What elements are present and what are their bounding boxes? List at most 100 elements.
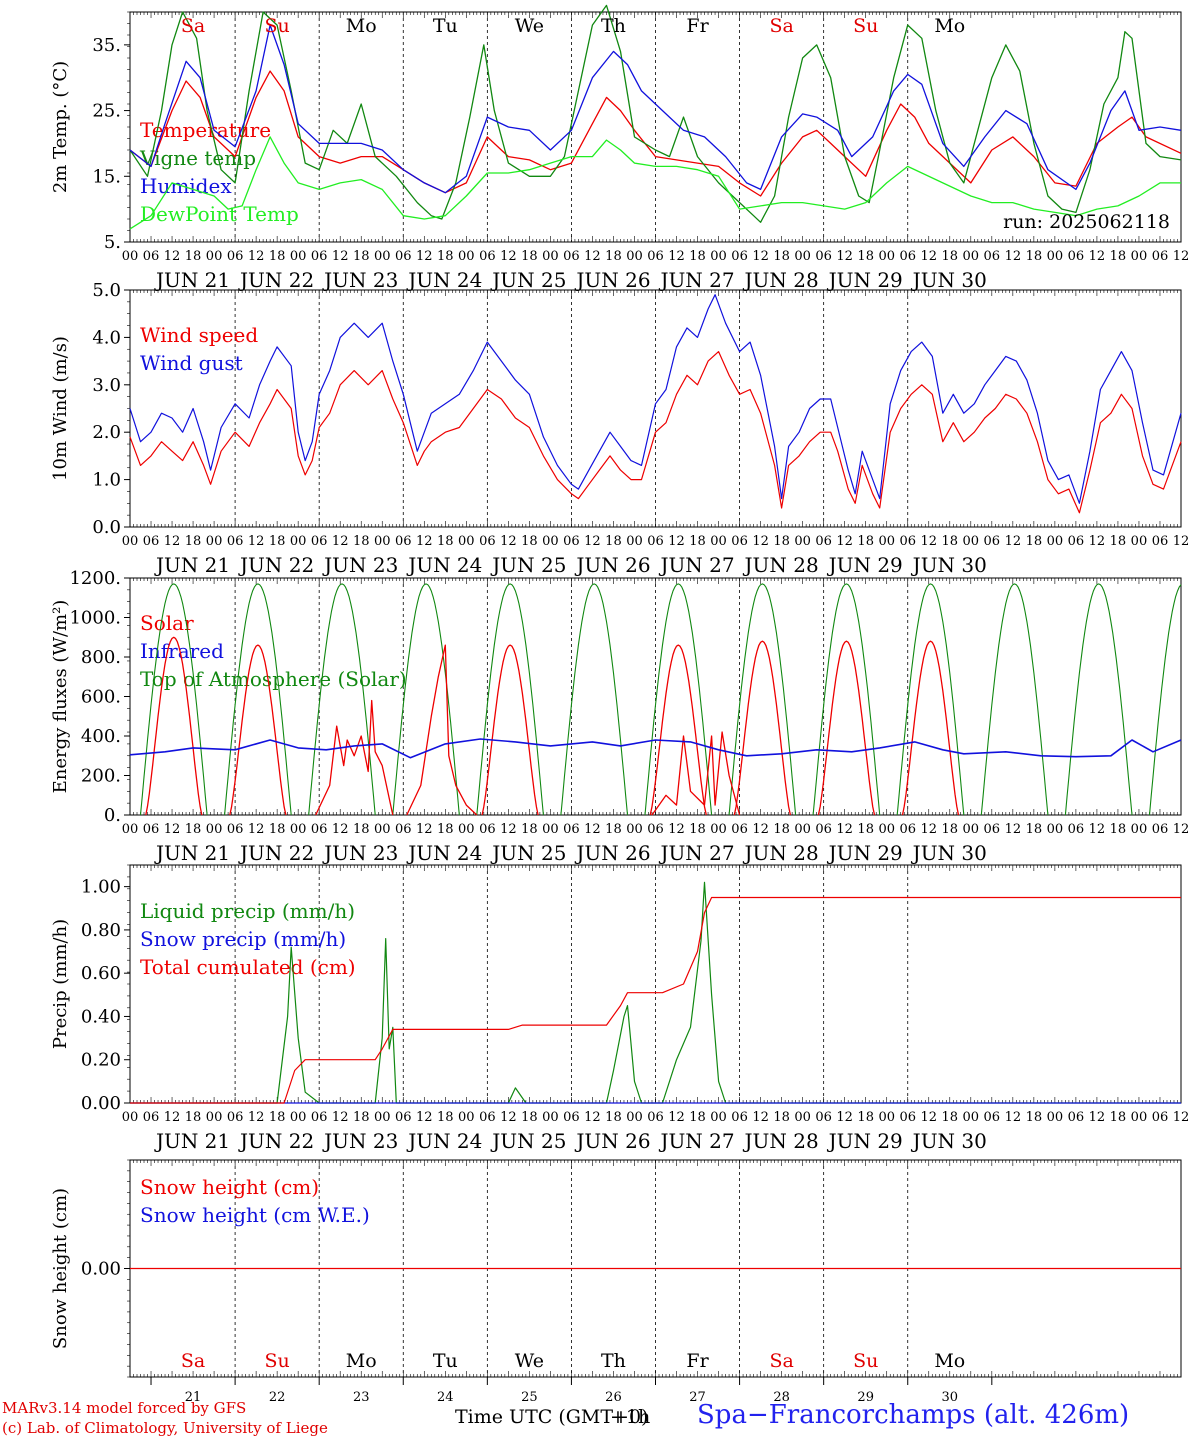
x-hour-label: 00 bbox=[458, 249, 475, 264]
series-line-toa bbox=[139, 583, 208, 816]
legend-entry: Humidex bbox=[140, 174, 232, 198]
x-hour-label: 12 bbox=[500, 822, 517, 837]
x-hour-label: 06 bbox=[1068, 822, 1085, 837]
x-date-label: JUN 24 bbox=[406, 268, 482, 292]
series-line-toa bbox=[812, 583, 881, 816]
y-tick-label: 5. bbox=[104, 232, 121, 253]
series-line-toa bbox=[980, 583, 1049, 816]
x-hour-label: 12 bbox=[668, 534, 685, 549]
x-hour-label: 18 bbox=[942, 249, 959, 264]
x-hour-label: 06 bbox=[563, 249, 580, 264]
x-date-label: JUN 30 bbox=[911, 268, 987, 292]
x-hour-label: 12 bbox=[584, 1110, 601, 1125]
x-hour-label: 12 bbox=[332, 1110, 349, 1125]
x-hour-label: 06 bbox=[227, 534, 244, 549]
x-date-label: JUN 28 bbox=[743, 268, 819, 292]
x-hour-label: 00 bbox=[122, 822, 139, 837]
x-hour-label: 18 bbox=[269, 534, 286, 549]
x-hour-label: 12 bbox=[584, 249, 601, 264]
x-date-label: JUN 29 bbox=[827, 553, 903, 577]
x-hour-label: 06 bbox=[395, 822, 412, 837]
x-date-label: JUN 28 bbox=[743, 1129, 819, 1153]
legend-entry: Total cumulated (cm) bbox=[140, 955, 356, 979]
series-line-wind-speed bbox=[129, 351, 1182, 514]
x-hour-label: 12 bbox=[332, 534, 349, 549]
x-hour-label: 12 bbox=[416, 249, 433, 264]
x-hour-label: 12 bbox=[668, 1110, 685, 1125]
y-tick-label: 1000. bbox=[69, 608, 121, 629]
x-hour-label: 12 bbox=[1005, 822, 1022, 837]
copyright-line: (c) Lab. of Climatology, University of L… bbox=[2, 1419, 328, 1437]
panel-4: 0.00 0.20 0.40 0.60 0.80 1.00 Precip (mm/h) 00 0… bbox=[50, 864, 1189, 1153]
x-hour-label: 00 bbox=[878, 1110, 895, 1125]
x-hour-label: 00 bbox=[1131, 534, 1148, 549]
x-hour-label: 18 bbox=[689, 249, 706, 264]
x-hour-label: 12 bbox=[164, 534, 181, 549]
y-tick-label: 3.0 bbox=[92, 375, 121, 396]
series-line-solar bbox=[649, 644, 707, 816]
x-hour-label: 18 bbox=[521, 1110, 538, 1125]
x-hour-label: 12 bbox=[1005, 249, 1022, 264]
x-hour-label: 00 bbox=[542, 249, 559, 264]
x-date-label: JUN 21 bbox=[154, 268, 230, 292]
x-hour-label: 18 bbox=[353, 1110, 370, 1125]
x-hour-label: 12 bbox=[248, 534, 265, 549]
y-tick-label: 0.20 bbox=[81, 1050, 121, 1071]
x-hour-label: 06 bbox=[479, 534, 496, 549]
x-hour-label: 12 bbox=[1005, 1110, 1022, 1125]
y-tick-label: 0. bbox=[104, 805, 121, 826]
series-line-total bbox=[130, 896, 1181, 1104]
x-hour-label: 00 bbox=[290, 822, 307, 837]
x-hour-label: 00 bbox=[1047, 249, 1064, 264]
x-date-label: JUN 21 bbox=[154, 553, 230, 577]
day-number-label: 29 bbox=[857, 1390, 874, 1405]
x-date-label: JUN 23 bbox=[322, 841, 398, 865]
x-hour-label: 18 bbox=[1026, 249, 1043, 264]
series-line-solar bbox=[651, 731, 741, 816]
x-hour-label: 00 bbox=[542, 534, 559, 549]
panel-3: 0. 200. 400. 600. 800. 1000. 1200. Energy fluxe… bbox=[50, 568, 1189, 865]
x-hour-label: 18 bbox=[521, 249, 538, 264]
day-name-label: Sa bbox=[769, 1350, 793, 1372]
x-hour-label: 00 bbox=[122, 249, 139, 264]
x-hour-label: 12 bbox=[836, 249, 853, 264]
model-line: MARv3.14 model forced by GFS bbox=[2, 1399, 247, 1417]
x-hour-label: 00 bbox=[878, 534, 895, 549]
x-hour-label: 12 bbox=[920, 534, 937, 549]
series-line-solar bbox=[406, 644, 478, 816]
x-hour-label: 00 bbox=[794, 1110, 811, 1125]
x-hour-label: 12 bbox=[920, 1110, 937, 1125]
x-date-label: JUN 30 bbox=[911, 841, 987, 865]
x-hour-label: 06 bbox=[815, 534, 832, 549]
x-hour-label: 18 bbox=[437, 1110, 454, 1125]
x-hour-label: 12 bbox=[248, 1110, 265, 1125]
x-hour-label: 06 bbox=[479, 249, 496, 264]
x-hour-label: 06 bbox=[395, 1110, 412, 1125]
x-date-label: JUN 26 bbox=[574, 553, 650, 577]
x-hour-label: 06 bbox=[731, 534, 748, 549]
x-hour-label: 18 bbox=[689, 534, 706, 549]
y-tick-label: 1.0 bbox=[92, 470, 121, 491]
y-tick-label: 1.00 bbox=[81, 877, 121, 898]
x-hour-label: 06 bbox=[647, 822, 664, 837]
day-name-label: Sa bbox=[769, 15, 793, 37]
x-hour-label: 18 bbox=[437, 534, 454, 549]
x-hour-label: 00 bbox=[290, 249, 307, 264]
x-hour-label: 06 bbox=[1152, 1110, 1169, 1125]
x-hour-label: 18 bbox=[185, 1110, 202, 1125]
x-hour-label: 00 bbox=[374, 249, 391, 264]
x-hour-label: 12 bbox=[584, 822, 601, 837]
panel-1: 5. 15. 25. 35. 2m Temp. (°C) 00 06 12 18 00 06 12 18… bbox=[50, 4, 1189, 292]
x-hour-label: 18 bbox=[1110, 249, 1127, 264]
x-hour-label: 06 bbox=[1152, 534, 1169, 549]
series-line-solar bbox=[145, 636, 203, 816]
x-hour-label: 06 bbox=[1068, 534, 1085, 549]
x-hour-label: 18 bbox=[857, 249, 874, 264]
x-hour-label: 18 bbox=[1026, 1110, 1043, 1125]
day-name-label: Su bbox=[853, 15, 878, 37]
x-date-label: JUN 29 bbox=[827, 268, 903, 292]
day-name-label: Fr bbox=[686, 1350, 709, 1372]
x-hour-label: 18 bbox=[605, 1110, 622, 1125]
x-date-label: JUN 21 bbox=[154, 841, 230, 865]
